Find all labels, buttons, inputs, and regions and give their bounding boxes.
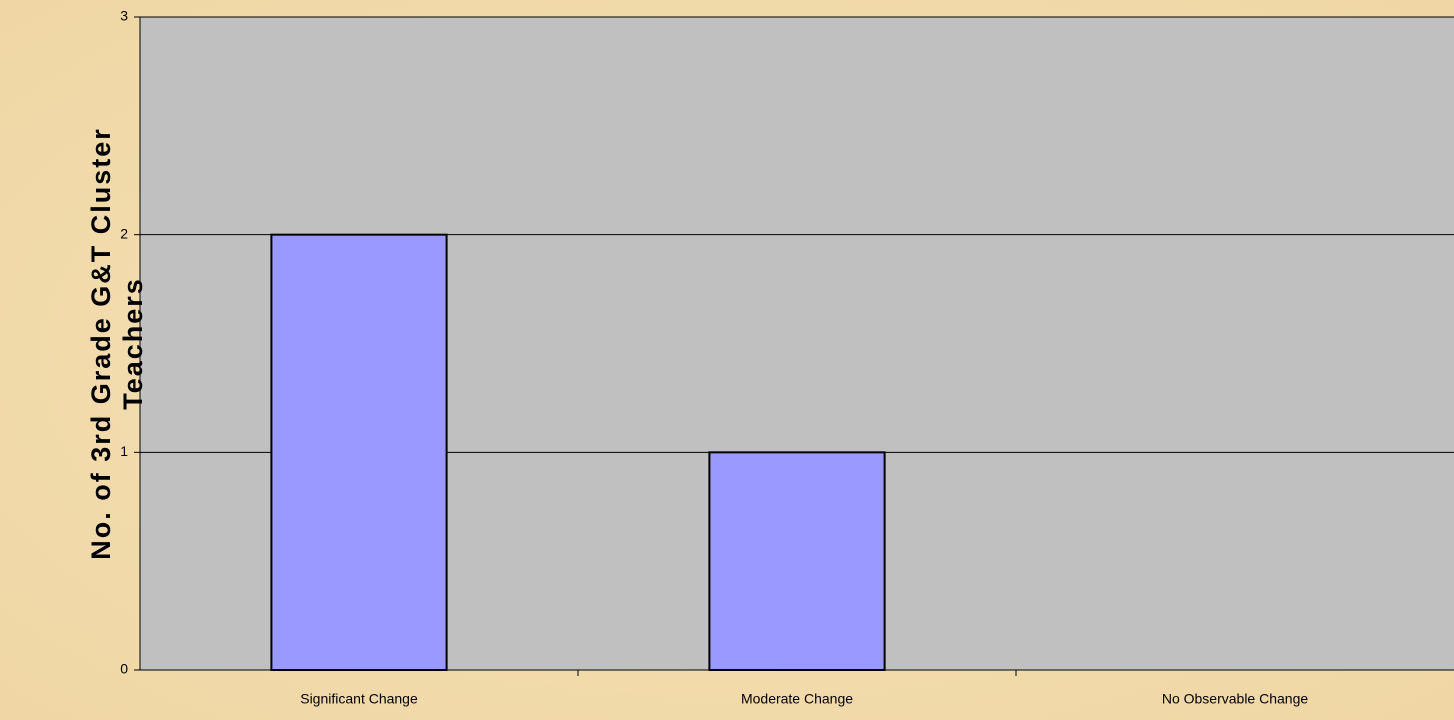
bar (708, 451, 886, 672)
y-tick-label: 0 (120, 661, 128, 677)
y-tick-label: 1 (120, 443, 128, 459)
y-tick-label: 3 (120, 8, 128, 24)
x-tick-label: Moderate Change (741, 691, 853, 707)
y-tick-label: 2 (120, 225, 128, 241)
bar (270, 233, 448, 672)
x-tick-label: No Observable Change (1162, 691, 1309, 707)
y-axis-label: Teachers (118, 277, 148, 410)
y-axis-label: No. of 3rd Grade G&T Cluster (86, 127, 116, 560)
x-tick-label: Significant Change (300, 691, 418, 707)
